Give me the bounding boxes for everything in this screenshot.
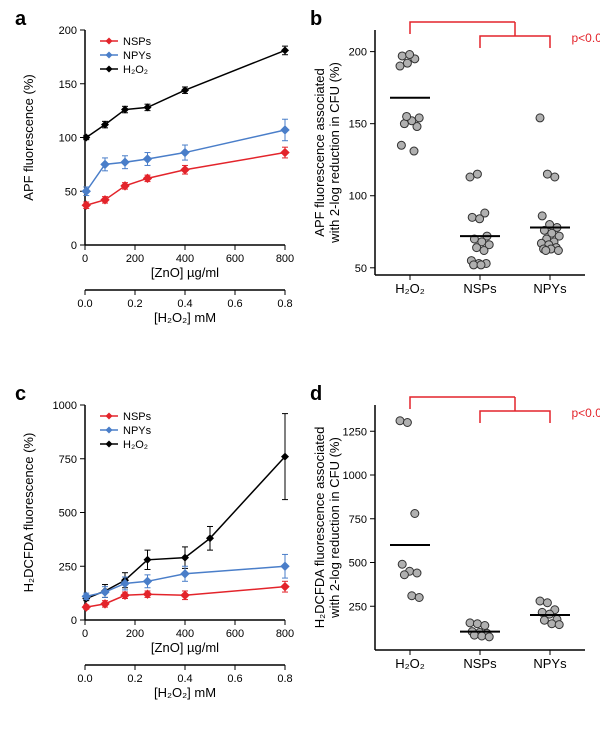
svg-text:150: 150 [59,79,77,91]
svg-text:200: 200 [126,253,144,265]
svg-text:H₂O₂: H₂O₂ [395,656,425,671]
svg-text:NPYs: NPYs [123,50,152,62]
svg-text:750: 750 [349,514,367,526]
svg-text:800: 800 [276,628,294,640]
svg-text:H₂O₂: H₂O₂ [123,64,148,76]
svg-text:50: 50 [355,263,367,275]
svg-text:500: 500 [59,508,77,520]
svg-text:APF fluorescence associated: APF fluorescence associated [312,68,327,236]
svg-text:150: 150 [349,119,367,131]
svg-text:[H₂O₂] mM: [H₂O₂] mM [154,685,216,700]
svg-text:0.6: 0.6 [227,673,242,685]
svg-text:0.4: 0.4 [177,673,192,685]
svg-text:[H₂O₂] mM: [H₂O₂] mM [154,310,216,325]
svg-text:H₂DCFDA fluorescence (%): H₂DCFDA fluorescence (%) [21,433,36,593]
svg-text:600: 600 [226,628,244,640]
svg-text:NPYs: NPYs [123,425,152,437]
svg-text:p<0.001: p<0.001 [572,31,601,45]
svg-text:1000: 1000 [343,470,367,482]
figure: a b c d 0501001502000200400600800[ZnO] µ… [0,0,604,747]
panel-d-chart: 250 500 750 1000 1250 H₂O₂ NSPs NPYs H₂DCFDA flu… [310,385,600,735]
svg-text:600: 600 [226,253,244,265]
svg-text:NPYs: NPYs [533,281,567,296]
svg-text:100: 100 [59,133,77,145]
svg-text:400: 400 [176,628,194,640]
svg-text:with 2-log reduction in CFU (%: with 2-log reduction in CFU (%) [327,62,342,244]
svg-text:NSPs: NSPs [123,36,152,48]
svg-text:250: 250 [349,601,367,613]
svg-text:NSPs: NSPs [123,411,152,423]
svg-text:0: 0 [82,628,88,640]
svg-text:NPYs: NPYs [533,656,567,671]
svg-text:with 2-log reduction in CFU (%: with 2-log reduction in CFU (%) [327,437,342,619]
svg-text:0.6: 0.6 [227,298,242,310]
svg-text:0.0: 0.0 [77,298,92,310]
svg-text:[ZnO] µg/ml: [ZnO] µg/ml [151,265,219,280]
svg-text:NSPs: NSPs [463,656,497,671]
svg-text:800: 800 [276,253,294,265]
svg-text:0.2: 0.2 [127,673,142,685]
svg-text:0: 0 [71,615,77,627]
svg-text:APF fluorescence (%): APF fluorescence (%) [21,74,36,200]
svg-text:50: 50 [65,186,77,198]
svg-text:0: 0 [71,240,77,252]
svg-text:[ZnO] µg/ml: [ZnO] µg/ml [151,640,219,655]
svg-text:NSPs: NSPs [463,281,497,296]
panel-a-chart: 0 50 100 150 200 0 200 400 600 800 [ZnO] µg/ml 0.0 0… [15,10,305,360]
svg-text:200: 200 [349,47,367,59]
svg-text:1250: 1250 [343,426,367,438]
panel-b-chart: 50 100 150 200 H₂O₂ NSPs NPYs APF fluorescence … [310,10,600,360]
svg-text:H₂O₂: H₂O₂ [395,281,425,296]
svg-text:0: 0 [82,253,88,265]
svg-text:H₂O₂: H₂O₂ [123,439,148,451]
svg-text:0.8: 0.8 [277,673,292,685]
svg-text:750: 750 [59,454,77,466]
svg-text:0.4: 0.4 [177,298,192,310]
svg-text:0.2: 0.2 [127,298,142,310]
svg-text:100: 100 [349,191,367,203]
svg-text:p<0.001: p<0.001 [572,406,601,420]
svg-text:400: 400 [176,253,194,265]
svg-text:0.8: 0.8 [277,298,292,310]
svg-text:H₂DCFDA fluorescence associate: H₂DCFDA fluorescence associated [312,427,327,629]
svg-text:500: 500 [349,558,367,570]
svg-text:200: 200 [59,25,77,37]
svg-text:250: 250 [59,561,77,573]
svg-text:1000: 1000 [53,400,77,412]
panel-c-chart: 0 250 500 750 1000 0 200 400 600 800 [ZnO] µg/ml 0.… [15,385,305,735]
svg-text:200: 200 [126,628,144,640]
svg-text:0.0: 0.0 [77,673,92,685]
